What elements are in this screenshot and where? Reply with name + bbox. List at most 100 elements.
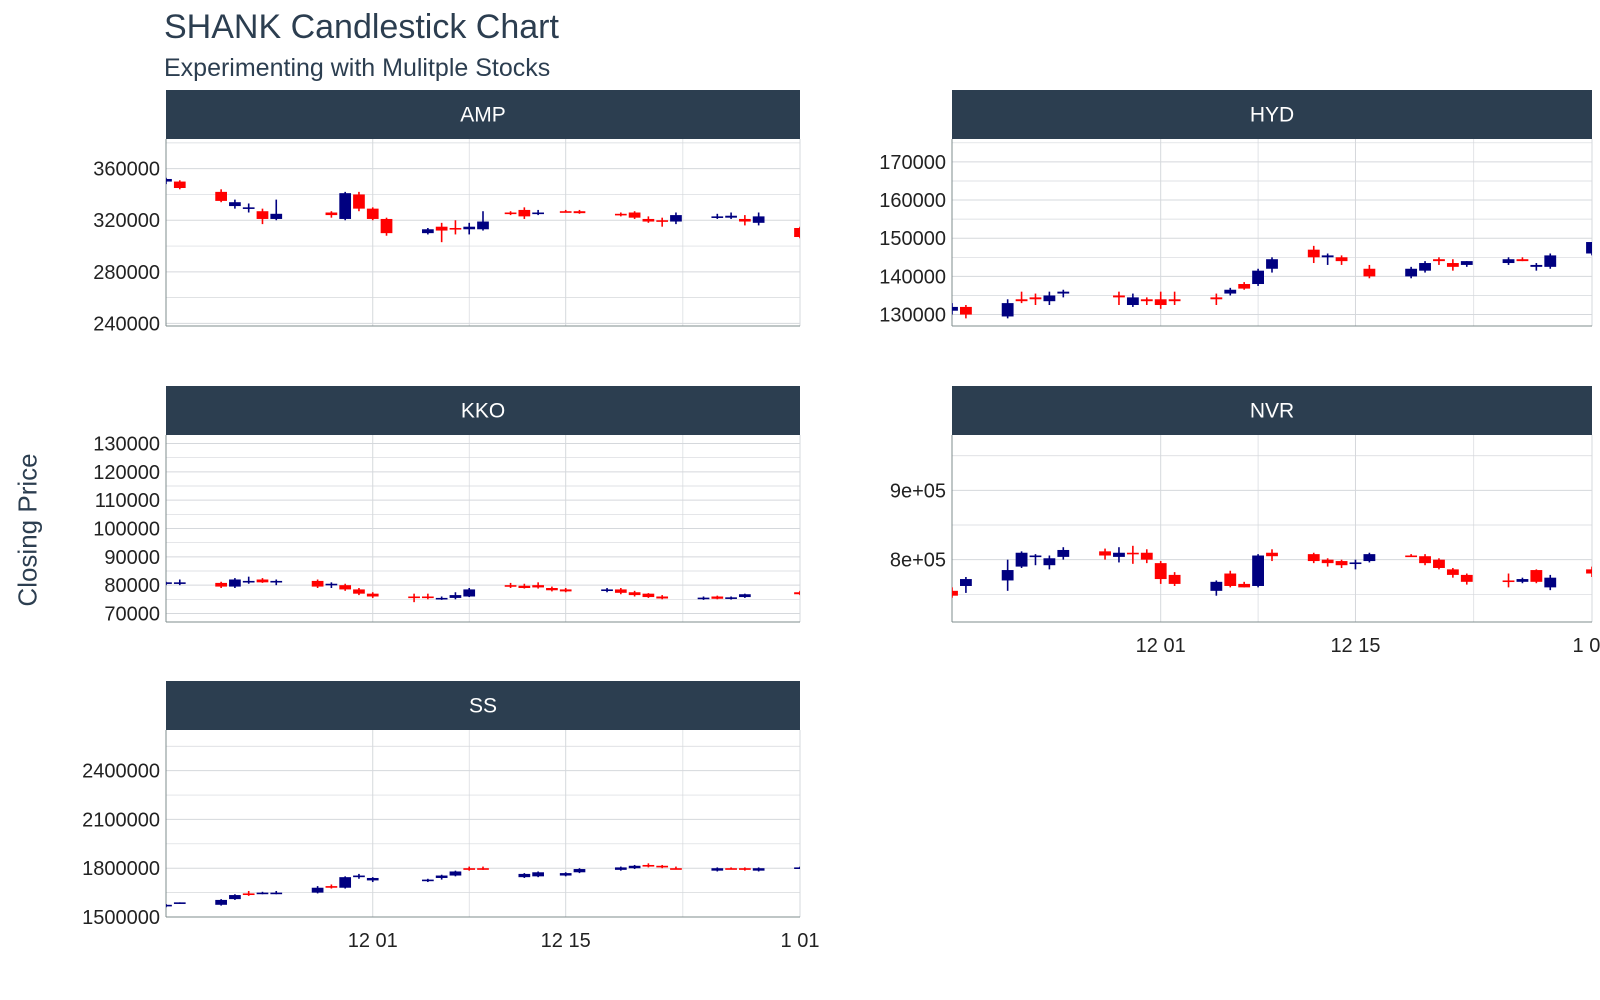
candle-body [270, 892, 283, 895]
candles [952, 545, 1592, 598]
candle-body [166, 178, 172, 182]
candle-body [614, 867, 627, 870]
candle-body [1266, 552, 1278, 557]
candle-body [628, 212, 641, 218]
candle-body [1001, 570, 1014, 581]
candle-body [711, 868, 724, 871]
candle-body [1210, 297, 1223, 300]
candle-body [573, 211, 586, 214]
candle-body [1266, 259, 1278, 269]
candle-body [656, 596, 669, 599]
candle-body [1502, 259, 1515, 264]
panel-amp: AMP 240000 280000 320000 360000 [93, 90, 801, 335]
candle-body [1405, 268, 1418, 277]
candle-body [229, 895, 241, 900]
candle-body [366, 593, 379, 597]
candle-body [449, 227, 462, 230]
candle-body [1168, 299, 1181, 302]
candles [166, 576, 800, 603]
candle-body [656, 220, 669, 222]
candle-body [1363, 554, 1376, 562]
candle-body [339, 193, 352, 219]
y-tick-label: 2100000 [82, 809, 160, 831]
candle-body [952, 590, 958, 596]
candle-body [353, 875, 365, 878]
candle-body [670, 868, 682, 870]
panel-title: AMP [460, 104, 506, 127]
candle-body [546, 588, 558, 591]
candle-body [270, 213, 283, 219]
candle-body [339, 877, 352, 888]
candle-body [532, 212, 544, 215]
panel-ss: SS 1500000 1800000 2100000 2400000 12 01 12 15… [82, 681, 819, 952]
candle-body [504, 585, 517, 587]
candle-body [1238, 583, 1251, 588]
candle-body [725, 215, 737, 218]
candle-body [1516, 259, 1529, 262]
candle-body [1502, 580, 1515, 583]
candle-body [1446, 263, 1459, 267]
candle-body [1460, 261, 1473, 265]
y-tick-label: 1500000 [82, 907, 160, 929]
candle-body [1154, 299, 1167, 306]
panel-nvr: NVR 8e+05 9e+05 12 01 12 15 1 01 [890, 386, 1600, 657]
candle-body [1544, 577, 1557, 588]
candle-body [518, 209, 531, 217]
candle-body [642, 593, 655, 598]
candle-body [794, 227, 800, 238]
candle-body [573, 869, 586, 873]
candle-body [1029, 297, 1042, 300]
x-tick-label: 12 15 [541, 930, 591, 952]
y-tick-label: 130000 [879, 305, 946, 327]
candle-body [1321, 559, 1334, 564]
panel-title: SS [469, 695, 497, 718]
candle-body [1307, 554, 1320, 562]
candle-body [215, 582, 227, 587]
candle-body [1154, 563, 1167, 580]
chart-title: SHANK Candlestick Chart [164, 8, 559, 46]
candle-body [1140, 552, 1153, 560]
candle-body [325, 886, 338, 888]
panel-title: KKO [461, 400, 505, 423]
candle-body [739, 868, 751, 870]
candle-body [628, 865, 641, 869]
panel-strip [952, 90, 1592, 139]
candle-body [380, 218, 393, 234]
candle-body [1126, 552, 1139, 555]
y-tick-label: 280000 [93, 262, 160, 284]
candle-body [325, 583, 338, 586]
y-tick-label: 130000 [93, 434, 160, 456]
candle-body [711, 216, 724, 218]
candle-body [1530, 264, 1543, 267]
candle-body [1335, 561, 1348, 566]
candle-body [1363, 268, 1376, 277]
candle-body [614, 213, 627, 216]
candle-body [242, 207, 255, 209]
panel-strip [166, 681, 800, 730]
candle-body [1433, 259, 1445, 262]
candle-body [256, 892, 269, 895]
candle-body [435, 597, 448, 600]
candle-body [422, 879, 434, 882]
candle-body [366, 208, 379, 219]
candle-body [504, 212, 517, 215]
candle-body [1140, 299, 1153, 302]
candle-body [229, 579, 241, 587]
y-tick-label: 1800000 [82, 858, 160, 880]
candle-body [1530, 570, 1543, 582]
candle-body [1224, 573, 1237, 586]
panel-strip [166, 90, 800, 139]
candle-body [1057, 291, 1070, 294]
candle-body [353, 589, 365, 594]
panel-kko: KKO 70000 80000 90000 100000 110000 120000 1300… [93, 386, 801, 626]
candle-body [559, 211, 572, 213]
candle-body [1252, 270, 1264, 285]
candle-body [1168, 574, 1181, 584]
candle-body [532, 872, 544, 877]
y-tick-label: 2400000 [82, 761, 160, 783]
candle-body [1405, 555, 1418, 558]
candle-body [1349, 562, 1362, 565]
candle-body [449, 871, 462, 876]
candle-body [422, 596, 434, 599]
candle-body [1113, 295, 1125, 298]
